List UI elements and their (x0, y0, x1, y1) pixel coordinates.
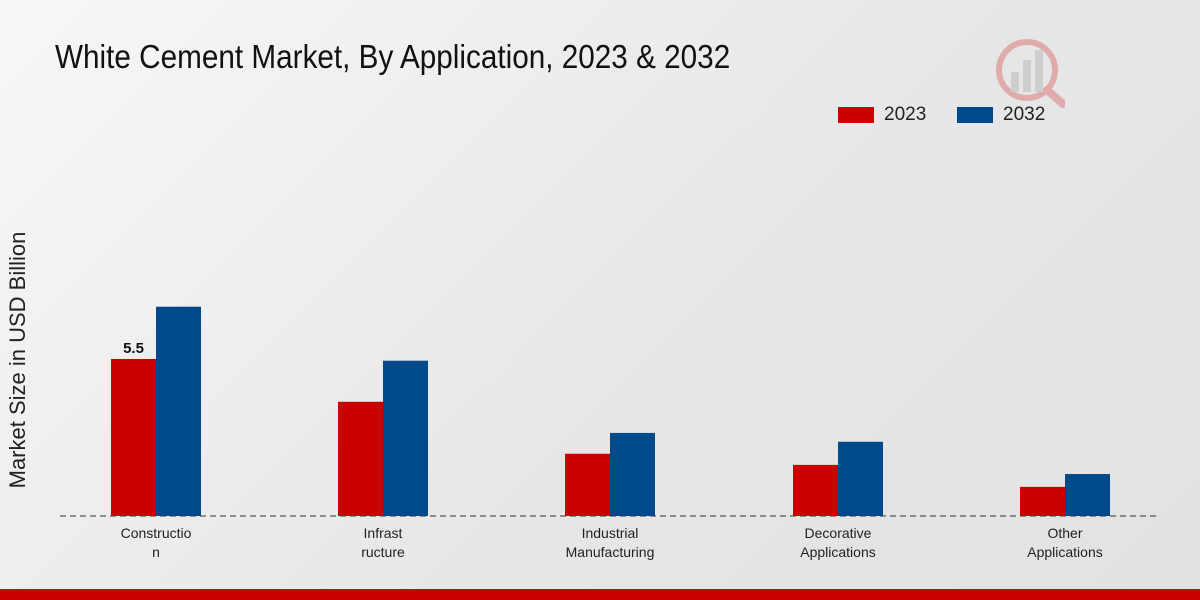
legend-swatch-2032 (957, 107, 993, 123)
legend-swatch-2023 (838, 107, 874, 123)
x-tick-label-2: Industrial Manufacturing (566, 525, 655, 560)
bar-2023-2 (565, 453, 610, 516)
legend-item-2032: 2032 (957, 104, 1045, 126)
legend-label-2032: 2032 (1003, 104, 1046, 125)
x-tick-label-1: Infrast ructure (361, 525, 405, 560)
bar-2032-4 (1065, 474, 1110, 516)
bar-2023-3 (793, 464, 838, 516)
bar-2023-1 (338, 401, 383, 516)
watermark-logo-icon (995, 32, 1065, 112)
bar-2032-2 (610, 432, 655, 516)
legend-label-2023: 2023 (884, 104, 927, 125)
x-tick-label-4: Other Applications (1027, 525, 1103, 560)
chart-title: White Cement Market, By Application, 202… (55, 38, 731, 75)
bar-2032-3 (838, 441, 883, 516)
bar-2023-4 (1020, 486, 1065, 516)
legend-item-2023: 2023 (838, 104, 926, 126)
bar-2032-1 (383, 360, 428, 516)
bar-2023-0 (111, 358, 156, 516)
x-tick-label-3: Decorative Applications (800, 525, 876, 560)
bar-2032-0 (156, 306, 201, 516)
data-label-0: 5.5 (123, 340, 144, 357)
footer-bar (0, 589, 1200, 600)
x-tick-label-0: Constructio n (121, 525, 192, 560)
